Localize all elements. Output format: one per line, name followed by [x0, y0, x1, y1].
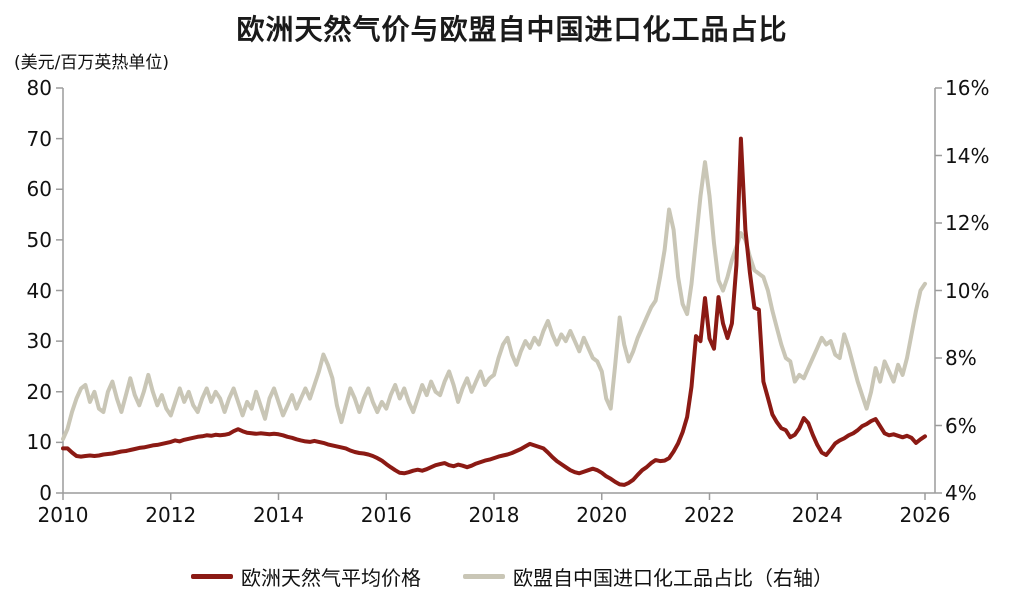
legend-item-import-share: 欧盟自中国进口化工品占比（右轴）: [463, 562, 833, 591]
gas-price-line: [61, 136, 927, 487]
legend: 欧洲天然气平均价格 欧盟自中国进口化工品占比（右轴）: [0, 562, 1024, 591]
left-axis-tick-label: 80: [26, 76, 52, 100]
x-axis-tick-label: 2016: [360, 503, 412, 527]
right-axis-tick-label: 12%: [945, 211, 990, 235]
left-axis-tick-label: 40: [26, 278, 52, 303]
right-axis-tick-label: 4%: [945, 481, 977, 505]
right-axis-tick-label: 8%: [945, 346, 977, 370]
x-axis-tick-label: 2020: [576, 503, 628, 527]
x-axis-tick-label: 2022: [684, 503, 735, 527]
right-axis-tick-label: 10%: [945, 278, 990, 303]
gas-price-line-swatch: [191, 574, 233, 579]
x-axis-tick-label: 2026: [899, 503, 951, 527]
x-axis-tick-label: 2012: [145, 503, 197, 527]
left-axis-tick-label: 50: [26, 227, 52, 252]
x-axis-tick-label: 2018: [468, 503, 520, 527]
left-axis-tick-label: 20: [26, 379, 52, 404]
left-axis-tick-label: 30: [26, 329, 52, 354]
import-share-line: [61, 160, 927, 441]
left-axis-tick-label: 0: [39, 481, 52, 505]
left-axis-tick-label: 10: [26, 430, 52, 455]
legend-label-gas-price: 欧洲天然气平均价格: [241, 566, 421, 590]
right-axis-tick-label: 6%: [945, 413, 977, 438]
chart-title: 欧洲天然气价与欧盟自中国进口化工品占比: [236, 13, 788, 46]
left-axis-tick-label: 70: [26, 126, 52, 151]
left-axis-tick-label: 60: [26, 177, 52, 202]
x-axis-tick-label: 2024: [791, 503, 843, 527]
right-axis-tick-label: 14%: [945, 143, 990, 168]
right-axis-tick-label: 16%: [945, 76, 990, 100]
import-share-line-swatch: [463, 574, 505, 579]
legend-label-import-share: 欧盟自中国进口化工品占比（右轴）: [513, 566, 833, 590]
x-axis-tick-label: 2010: [37, 503, 89, 527]
left-axis-unit-label: (美元/百万英热单位): [14, 53, 169, 73]
x-axis-tick-label: 2014: [253, 503, 304, 527]
legend-item-gas-price: 欧洲天然气平均价格: [191, 562, 421, 591]
